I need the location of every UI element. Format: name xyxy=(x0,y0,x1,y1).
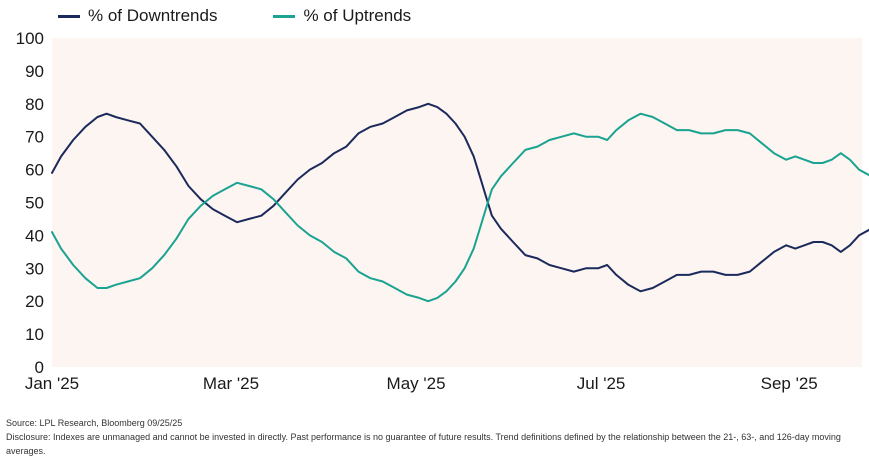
source-note: Source: LPL Research, Bloomberg 09/25/25 xyxy=(6,418,183,428)
x-tick-label: May '25 xyxy=(387,374,446,393)
legend-label-downtrends: % of Downtrends xyxy=(88,6,218,25)
legend-label-uptrends: % of Uptrends xyxy=(303,6,412,25)
y-tick-label: 80 xyxy=(25,95,44,114)
x-tick-label: Jul '25 xyxy=(577,374,626,393)
y-tick-label: 50 xyxy=(25,194,44,213)
y-tick-label: 60 xyxy=(25,161,44,180)
x-tick-label: Jan '25 xyxy=(25,374,79,393)
x-tick-label: Sep '25 xyxy=(761,374,818,393)
legend-swatch-downtrends xyxy=(58,14,80,18)
disclosure-note: Disclosure: Indexes are unmanaged and ca… xyxy=(6,432,841,456)
plot-area xyxy=(52,38,862,367)
legend-swatch-uptrends xyxy=(273,14,296,18)
y-tick-label: 10 xyxy=(25,325,44,344)
footnotes: Source: LPL Research, Bloomberg 09/25/25… xyxy=(6,416,856,458)
x-tick-label: Mar '25 xyxy=(203,374,259,393)
y-tick-label: 70 xyxy=(25,128,44,147)
series-line-uptrends xyxy=(51,112,869,303)
y-tick-label: 40 xyxy=(25,226,44,245)
y-tick-label: 20 xyxy=(25,292,44,311)
series-line-downtrends xyxy=(51,102,869,293)
legend-item-downtrends: % of Downtrends xyxy=(58,6,217,26)
y-tick-label: 30 xyxy=(25,259,44,278)
y-tick-label: 90 xyxy=(25,62,44,81)
y-tick-label: 0 xyxy=(35,358,44,377)
legend-item-uptrends: % of Uptrends xyxy=(273,6,411,26)
y-tick-label: 100 xyxy=(16,29,44,48)
chart-legend: % of Downtrends % of Uptrends xyxy=(58,6,411,26)
